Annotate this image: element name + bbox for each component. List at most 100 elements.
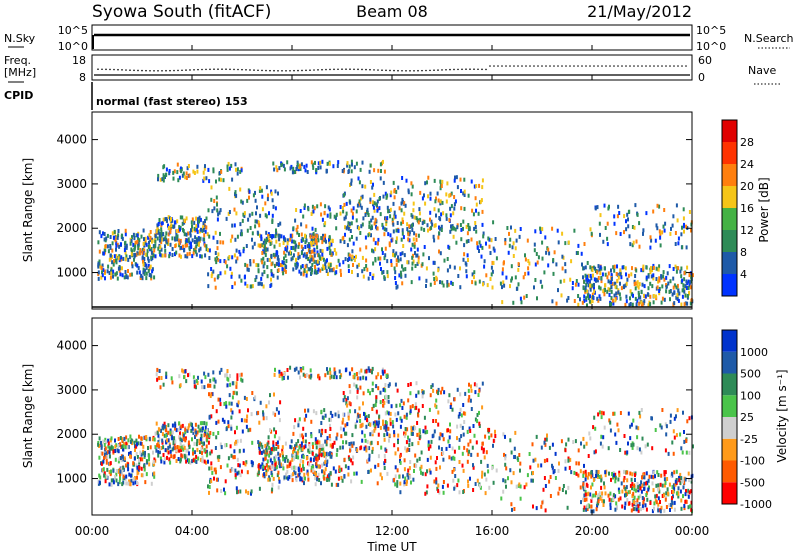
echo-cell: [285, 259, 288, 263]
echo-cell: [470, 237, 473, 242]
echo-cell: [130, 438, 133, 443]
echo-cell: [130, 478, 133, 483]
echo-cell: [324, 204, 327, 209]
echo-cell: [462, 411, 465, 416]
echo-cell: [121, 482, 124, 487]
echo-cell: [342, 417, 345, 422]
echo-cell: [462, 490, 465, 494]
echo-cell: [384, 411, 387, 416]
echo-cell: [99, 264, 102, 269]
echo-cell: [423, 219, 426, 224]
echo-cell: [386, 398, 389, 403]
echo-cell: [186, 428, 189, 433]
echo-cell: [598, 221, 601, 226]
echo-cell: [369, 368, 372, 373]
nave-point: [597, 65, 599, 67]
echo-cell: [263, 238, 266, 243]
echo-cell: [469, 398, 472, 403]
echo-cell: [227, 456, 230, 461]
echo-cell: [439, 280, 441, 285]
echo-cell: [433, 223, 436, 228]
echo-cell: [269, 284, 272, 288]
echo-cell: [202, 228, 205, 232]
echo-cell: [567, 456, 570, 461]
echo-cell: [367, 213, 370, 217]
echo-cell: [119, 456, 122, 460]
echo-cell: [131, 235, 133, 240]
echo-cell: [235, 167, 237, 172]
echo-cell: [683, 439, 686, 444]
echo-cell: [275, 165, 278, 170]
echo-cell: [97, 442, 100, 447]
echo-cell: [369, 432, 372, 437]
echo-cell: [266, 450, 269, 455]
echo-cell: [682, 207, 685, 212]
echo-cell: [300, 232, 303, 237]
echo-cell: [566, 298, 569, 303]
echo-cell: [342, 260, 345, 265]
echo-cell: [225, 372, 228, 377]
echo-cell: [235, 425, 238, 430]
echo-cell: [386, 259, 389, 264]
echo-cell: [681, 278, 684, 283]
echo-cell: [227, 420, 230, 425]
echo-cell: [205, 460, 208, 465]
velocity-colorbar-swatch: [722, 351, 737, 374]
echo-cell: [501, 285, 503, 290]
echo-cell: [350, 178, 353, 183]
echo-cell: [591, 482, 594, 487]
echo-cell: [376, 208, 379, 213]
echo-cell: [482, 449, 485, 454]
echo-cell: [140, 473, 143, 478]
echo-cell: [655, 500, 658, 505]
echo-cell: [589, 273, 592, 278]
echo-cell: [678, 478, 681, 483]
echo-cell: [292, 239, 295, 244]
echo-cell: [652, 488, 655, 493]
echo-cell: [165, 425, 167, 429]
echo-cell: [592, 509, 595, 514]
echo-cell: [133, 456, 136, 461]
echo-cell: [673, 435, 676, 440]
echo-cell: [416, 458, 419, 463]
xaxis-label: Time UT: [366, 540, 417, 554]
echo-cell: [125, 435, 128, 440]
echo-cell: [162, 232, 164, 237]
echo-cell: [167, 438, 170, 443]
echo-cell: [278, 464, 281, 469]
echo-cell: [546, 433, 548, 438]
echo-cell: [291, 478, 294, 483]
echo-cell: [612, 301, 615, 306]
echo-cell: [147, 245, 150, 249]
echo-cell: [371, 185, 374, 190]
echo-cell: [302, 464, 304, 469]
echo-cell: [97, 240, 100, 245]
echo-cell: [395, 403, 398, 408]
echo-cell: [315, 457, 318, 462]
echo-cell: [481, 405, 484, 410]
echo-cell: [645, 493, 648, 497]
echo-cell: [104, 276, 106, 281]
echo-cell: [147, 268, 150, 273]
echo-cell: [418, 207, 421, 212]
echo-cell: [246, 267, 249, 272]
echo-cell: [481, 381, 484, 386]
echo-cell: [646, 497, 649, 502]
echo-cell: [152, 472, 155, 477]
echo-cell: [108, 257, 111, 262]
echo-cell: [141, 457, 144, 462]
echo-cell: [335, 212, 338, 217]
echo-cell: [525, 294, 528, 298]
echo-cell: [302, 214, 305, 219]
echo-cell: [476, 452, 479, 457]
echo-cell: [675, 414, 677, 419]
echo-cell: [367, 422, 370, 426]
echo-cell: [148, 462, 151, 467]
echo-cell: [317, 238, 320, 243]
echo-cell: [690, 228, 692, 233]
echo-cell: [249, 262, 252, 267]
echo-cell: [273, 434, 276, 439]
echo-cell: [186, 458, 189, 463]
echo-cell: [332, 466, 335, 471]
echo-cell: [456, 387, 459, 392]
